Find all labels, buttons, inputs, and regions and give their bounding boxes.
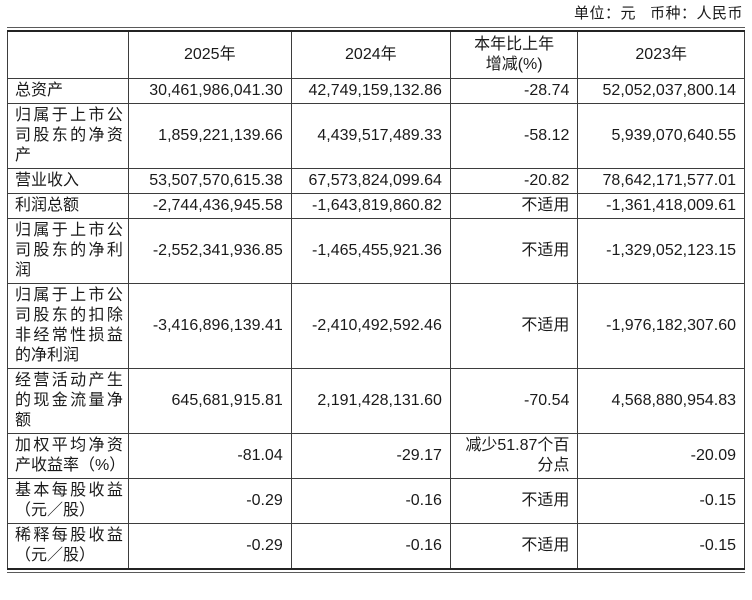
- cell-2024: -1,643,819,860.82: [290, 193, 451, 219]
- cell-change: 不适用: [449, 218, 579, 284]
- cell-2023: -1,329,052,123.15: [577, 218, 745, 284]
- row-label: 经营活动产生的现金流量净额: [7, 368, 129, 434]
- cell-change: 不适用: [449, 523, 579, 570]
- col-header-2024: 2024年: [290, 30, 451, 79]
- table-row-basic-eps: 基本每股收益（元／股） -0.29 -0.16 不适用 -0.15: [7, 478, 745, 524]
- cell-2023: 52,052,037,800.14: [577, 78, 745, 104]
- row-label: 营业收入: [7, 168, 129, 194]
- cell-2024: 67,573,824,099.64: [290, 168, 451, 194]
- cell-2023: -1,976,182,307.60: [577, 283, 745, 369]
- cell-change: -20.82: [449, 168, 579, 194]
- row-label: 利润总额: [7, 193, 129, 219]
- row-label: 归属于上市公司股东的净利润: [7, 218, 129, 284]
- cell-2023: 78,642,171,577.01: [577, 168, 745, 194]
- table-row-diluted-eps: 稀释每股收益（元／股） -0.29 -0.16 不适用 -0.15: [7, 523, 745, 570]
- cell-change: -58.12: [449, 103, 579, 169]
- cell-2024: -2,410,492,592.46: [290, 283, 451, 369]
- cell-change: 不适用: [449, 193, 579, 219]
- row-label: 归属于上市公司股东的净资产: [7, 103, 129, 169]
- row-label: 稀释每股收益（元／股）: [7, 523, 129, 570]
- cell-2024: 42,749,159,132.86: [290, 78, 451, 104]
- row-label: 加权平均净资产收益率（%）: [7, 433, 129, 479]
- cell-2024: -1,465,455,921.36: [290, 218, 451, 284]
- row-label: 总资产: [7, 78, 129, 104]
- cell-2025: 1,859,221,139.66: [127, 103, 292, 169]
- cell-change: -70.54: [449, 368, 579, 434]
- cell-2025: -2,552,341,936.85: [127, 218, 292, 284]
- cell-2024: 4,439,517,489.33: [290, 103, 451, 169]
- table-row-total-profit: 利润总额 -2,744,436,945.58 -1,643,819,860.82…: [7, 193, 745, 219]
- report-page: 单位：元 币种：人民币 2025年 2024年 本年比上年增减(%) 2023年: [7, 0, 745, 573]
- cell-2023: -1,361,418,009.61: [577, 193, 745, 219]
- table-row-operating-cash-flow: 经营活动产生的现金流量净额 645,681,915.81 2,191,428,1…: [7, 368, 745, 434]
- cell-2024: 2,191,428,131.60: [290, 368, 451, 434]
- row-label: 基本每股收益（元／股）: [7, 478, 129, 524]
- key-financials-table: 2025年 2024年 本年比上年增减(%) 2023年 总资产 30,461,…: [7, 30, 745, 570]
- cell-change: -28.74: [449, 78, 579, 104]
- table-row-net-assets: 归属于上市公司股东的净资产 1,859,221,139.66 4,439,517…: [7, 103, 745, 169]
- unit-label: 单位：元: [573, 5, 636, 22]
- row-label: 归属于上市公司股东的扣除非经常性损益的净利润: [7, 283, 129, 369]
- col-header-2025: 2025年: [127, 30, 292, 79]
- cell-change: 不适用: [449, 478, 579, 524]
- col-header-change-label: 本年比上年增减(%): [474, 36, 555, 73]
- cell-2025: 53,507,570,615.38: [127, 168, 292, 194]
- col-header-2023: 2023年: [577, 30, 745, 79]
- cell-2023: -0.15: [577, 523, 745, 570]
- cell-2023: -0.15: [577, 478, 745, 524]
- cell-2023: 4,568,880,954.83: [577, 368, 745, 434]
- cell-2025: -81.04: [127, 433, 292, 479]
- cell-change: 不适用: [449, 283, 579, 369]
- col-header-change: 本年比上年增减(%): [449, 30, 579, 79]
- cell-2025: 645,681,915.81: [127, 368, 292, 434]
- cell-2024: -0.16: [290, 523, 451, 570]
- table-row-weighted-avg-roe: 加权平均净资产收益率（%） -81.04 -29.17 减少51.87个百分点 …: [7, 433, 745, 479]
- cell-2023: 5,939,070,640.55: [577, 103, 745, 169]
- table-header-row: 2025年 2024年 本年比上年增减(%) 2023年: [7, 30, 745, 79]
- col-header-indicator: [7, 30, 129, 79]
- cell-2025: 30,461,986,041.30: [127, 78, 292, 104]
- cell-change: 减少51.87个百分点: [449, 433, 579, 479]
- cell-2025: -3,416,896,139.41: [127, 283, 292, 369]
- cell-2023: -20.09: [577, 433, 745, 479]
- currency-label: 币种：人民币: [649, 5, 743, 22]
- cell-2025: -0.29: [127, 478, 292, 524]
- table-row-revenue: 营业收入 53,507,570,615.38 67,573,824,099.64…: [7, 168, 745, 194]
- table-row-net-profit-excl-nonrecurring: 归属于上市公司股东的扣除非经常性损益的净利润 -3,416,896,139.41…: [7, 283, 745, 369]
- cell-2025: -0.29: [127, 523, 292, 570]
- unit-note: 单位：元 币种：人民币: [7, 3, 745, 27]
- table-row-net-profit: 归属于上市公司股东的净利润 -2,552,341,936.85 -1,465,4…: [7, 218, 745, 284]
- cell-2025: -2,744,436,945.58: [127, 193, 292, 219]
- key-financials-table-frame: 2025年 2024年 本年比上年增减(%) 2023年 总资产 30,461,…: [7, 27, 745, 573]
- table-row-total-assets: 总资产 30,461,986,041.30 42,749,159,132.86 …: [7, 78, 745, 104]
- cell-2024: -29.17: [290, 433, 451, 479]
- cell-2024: -0.16: [290, 478, 451, 524]
